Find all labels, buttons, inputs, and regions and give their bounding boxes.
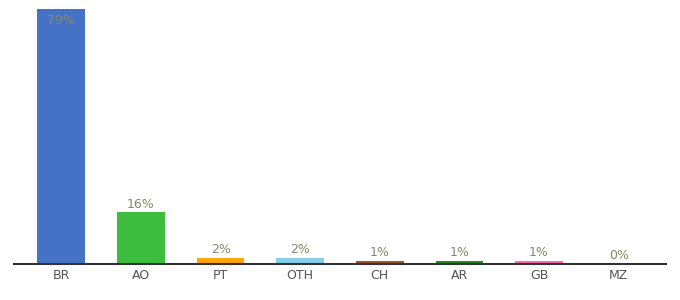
Bar [435,261,483,264]
Text: 1%: 1% [449,246,469,259]
Text: 2%: 2% [211,243,231,256]
Text: 16%: 16% [127,198,155,211]
Bar [37,9,85,264]
Bar [117,212,165,264]
Text: 1%: 1% [370,246,390,259]
Text: 2%: 2% [290,243,310,256]
Text: 1%: 1% [529,246,549,259]
Bar [515,261,563,264]
Bar [356,261,404,264]
Bar [197,257,245,264]
Bar [276,257,324,264]
Text: 79%: 79% [48,14,75,27]
Text: 0%: 0% [609,249,628,262]
